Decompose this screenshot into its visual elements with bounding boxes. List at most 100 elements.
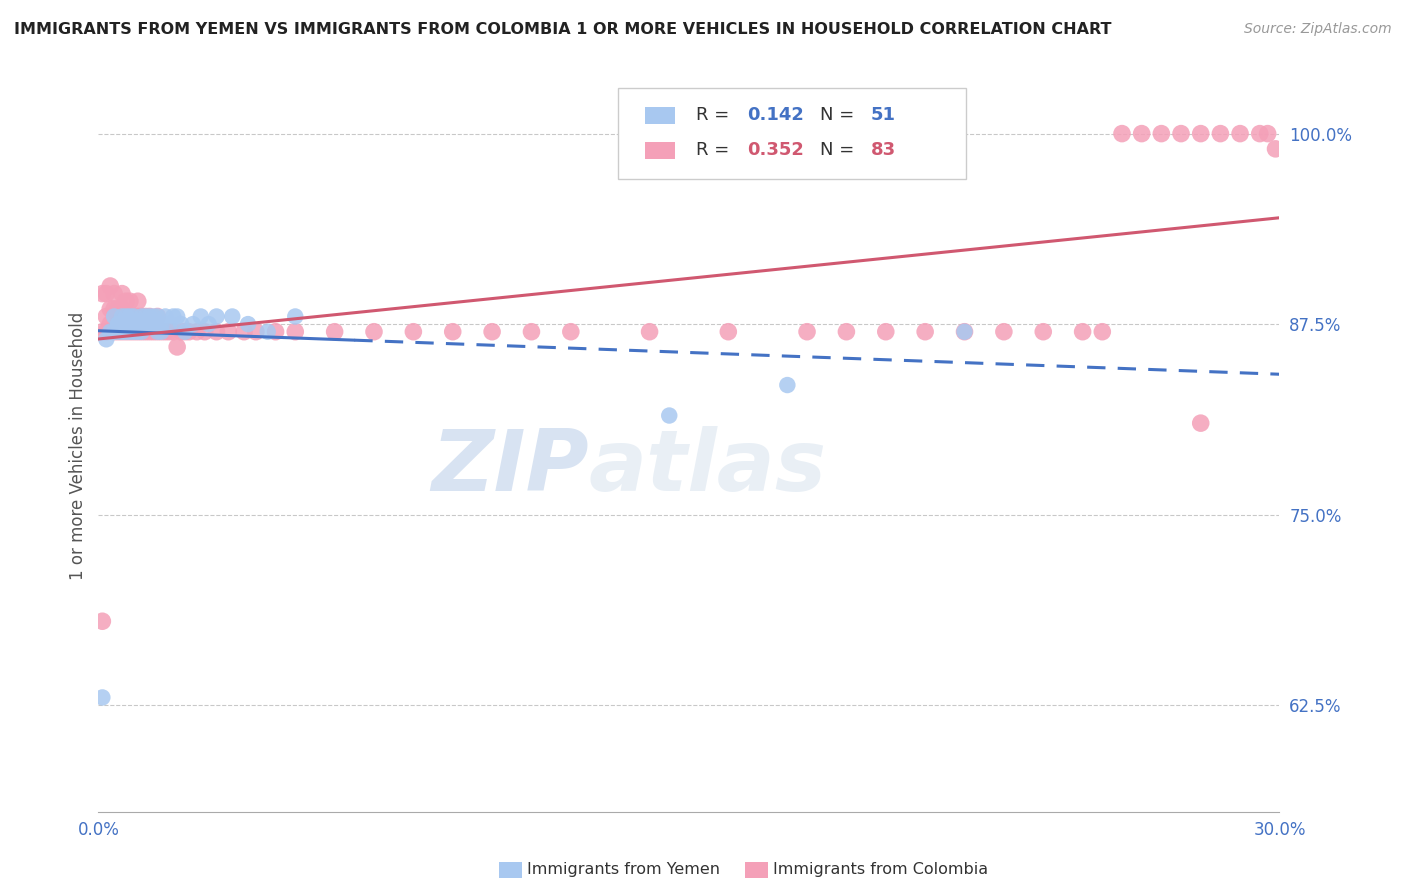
Point (186, 325, 208, 339)
Point (1150, 127, 1173, 141)
Point (162, 325, 184, 339)
Point (1229, 127, 1251, 141)
Point (115, 294, 138, 309)
Point (103, 301, 125, 316)
Point (1257, 127, 1279, 141)
Point (190, 310, 212, 324)
FancyBboxPatch shape (645, 107, 675, 124)
Point (131, 310, 153, 324)
Text: Immigrants from Colombia: Immigrants from Colombia (773, 863, 988, 877)
Point (150, 325, 173, 339)
Point (135, 310, 157, 324)
Text: N =: N = (820, 141, 860, 159)
Point (170, 317, 193, 331)
Point (103, 325, 125, 339)
Point (127, 294, 149, 309)
Point (363, 325, 385, 339)
Point (118, 325, 141, 339)
Point (131, 325, 153, 339)
Point (107, 317, 129, 331)
Text: atlas: atlas (589, 426, 827, 509)
Point (441, 325, 464, 339)
Point (155, 310, 177, 324)
Point (284, 325, 307, 339)
Point (142, 317, 165, 331)
Point (91, 286, 114, 301)
Point (256, 325, 278, 339)
Point (157, 325, 180, 339)
Point (914, 325, 936, 339)
Point (122, 310, 145, 324)
Point (118, 294, 141, 309)
Point (166, 340, 188, 354)
Point (103, 286, 125, 301)
Point (135, 310, 157, 324)
Point (1249, 127, 1271, 141)
Text: R =: R = (696, 141, 735, 159)
Point (98, 279, 121, 293)
Point (115, 310, 138, 324)
Point (135, 317, 157, 331)
Point (118, 310, 141, 324)
Point (150, 317, 173, 331)
Point (111, 325, 134, 339)
Point (1264, 142, 1286, 156)
Point (953, 325, 976, 339)
Point (111, 325, 134, 339)
Point (796, 325, 818, 339)
Point (96, 286, 118, 301)
Point (1032, 325, 1054, 339)
Point (127, 310, 149, 324)
Text: R =: R = (696, 105, 735, 124)
Point (835, 325, 858, 339)
Point (1189, 416, 1212, 430)
Point (122, 310, 145, 324)
Point (111, 310, 134, 324)
Point (146, 310, 169, 324)
Point (122, 325, 145, 339)
FancyBboxPatch shape (645, 143, 675, 159)
Point (111, 301, 134, 316)
Point (155, 325, 177, 339)
Point (107, 325, 129, 339)
Point (142, 310, 165, 324)
Point (107, 310, 129, 324)
Text: N =: N = (820, 105, 860, 124)
Point (115, 310, 138, 324)
Point (162, 310, 184, 324)
Point (138, 325, 160, 339)
Point (138, 310, 160, 324)
Point (138, 317, 160, 331)
Point (157, 317, 180, 331)
Point (717, 325, 740, 339)
Point (103, 310, 125, 324)
Point (264, 325, 287, 339)
Point (98, 317, 121, 331)
Text: 0.142: 0.142 (747, 105, 804, 124)
Point (142, 325, 165, 339)
Point (122, 317, 145, 331)
Point (146, 325, 169, 339)
Point (177, 325, 200, 339)
Point (107, 325, 129, 339)
Point (245, 325, 267, 339)
Point (776, 378, 799, 392)
Point (131, 310, 153, 324)
FancyBboxPatch shape (619, 87, 966, 179)
Point (146, 325, 169, 339)
Point (91, 690, 114, 705)
Point (135, 325, 157, 339)
Point (107, 301, 129, 316)
Y-axis label: 1 or more Vehicles in Household: 1 or more Vehicles in Household (69, 312, 87, 580)
Point (217, 325, 239, 339)
Point (174, 325, 197, 339)
Text: Immigrants from Yemen: Immigrants from Yemen (527, 863, 720, 877)
Point (96, 325, 118, 339)
Text: 51: 51 (870, 105, 896, 124)
Point (194, 325, 217, 339)
Point (181, 317, 204, 331)
Point (205, 325, 228, 339)
Point (127, 325, 149, 339)
Point (91, 325, 114, 339)
Point (520, 325, 543, 339)
